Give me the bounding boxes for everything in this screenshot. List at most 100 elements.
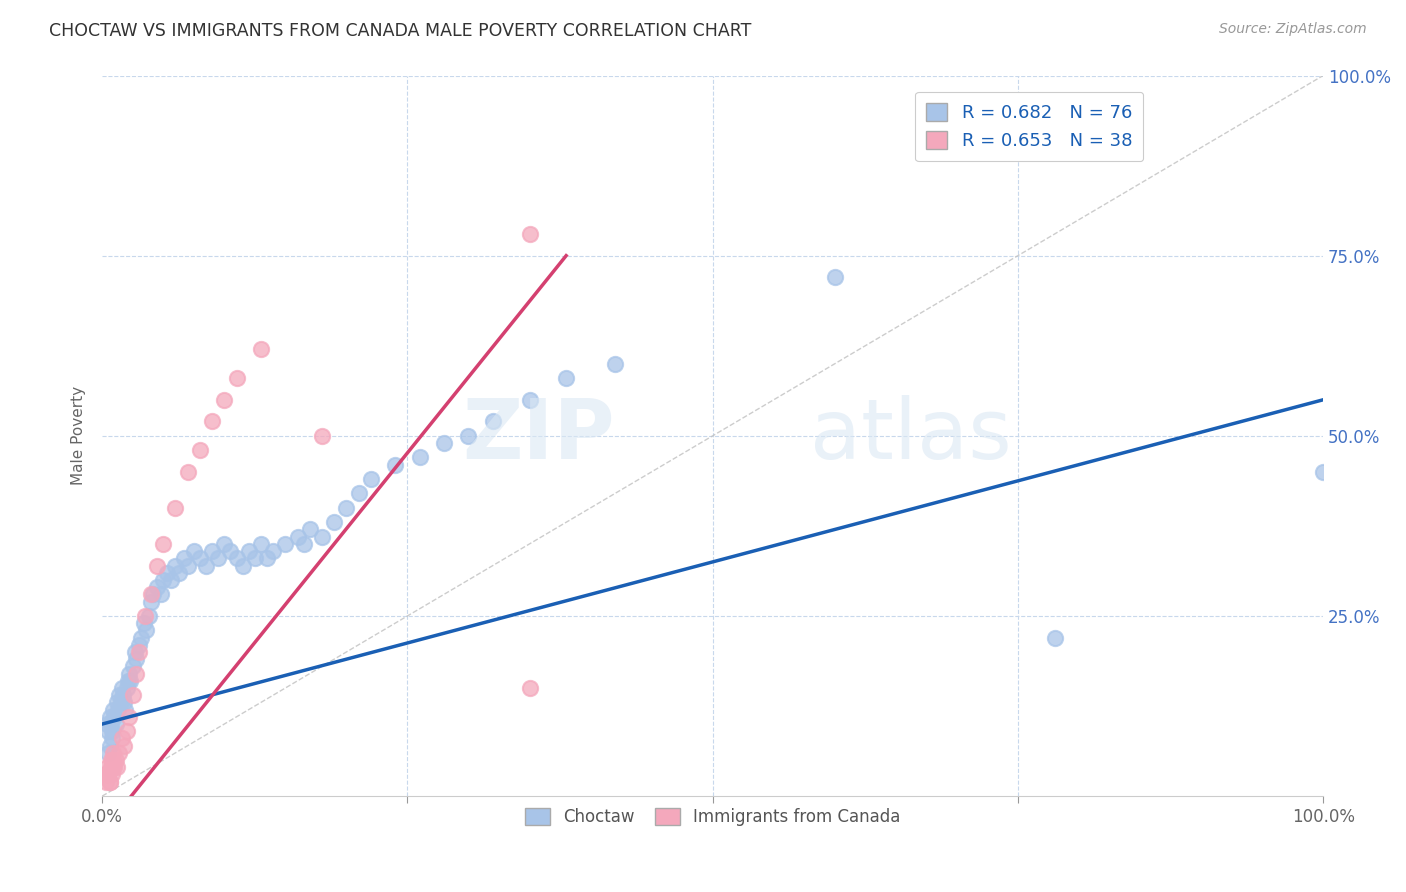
Point bbox=[107, 703, 129, 717]
Point bbox=[214, 537, 236, 551]
Point bbox=[156, 566, 179, 580]
Point bbox=[555, 371, 578, 385]
Point bbox=[108, 688, 131, 702]
Point bbox=[1312, 465, 1334, 479]
Point bbox=[97, 724, 120, 739]
Point bbox=[100, 753, 122, 767]
Point bbox=[167, 566, 190, 580]
Point bbox=[173, 551, 195, 566]
Point bbox=[105, 760, 128, 774]
Point bbox=[256, 551, 278, 566]
Point bbox=[287, 530, 309, 544]
Point bbox=[165, 558, 187, 573]
Point bbox=[347, 486, 370, 500]
Point bbox=[152, 537, 174, 551]
Point bbox=[101, 760, 124, 774]
Point bbox=[201, 414, 224, 428]
Point bbox=[103, 710, 125, 724]
Point bbox=[101, 767, 124, 781]
Point bbox=[112, 739, 135, 753]
Point bbox=[519, 392, 541, 407]
Point bbox=[101, 724, 124, 739]
Text: CHOCTAW VS IMMIGRANTS FROM CANADA MALE POVERTY CORRELATION CHART: CHOCTAW VS IMMIGRANTS FROM CANADA MALE P… bbox=[49, 22, 752, 40]
Point bbox=[118, 710, 141, 724]
Point bbox=[384, 458, 406, 472]
Point bbox=[111, 688, 134, 702]
Point bbox=[219, 544, 242, 558]
Text: ZIP: ZIP bbox=[463, 395, 614, 476]
Point bbox=[110, 695, 132, 709]
Point bbox=[128, 638, 150, 652]
Point bbox=[120, 673, 142, 688]
Point bbox=[232, 558, 254, 573]
Point bbox=[408, 450, 430, 465]
Point bbox=[124, 645, 146, 659]
Point bbox=[121, 659, 143, 673]
Point bbox=[457, 429, 479, 443]
Point bbox=[101, 731, 124, 746]
Point bbox=[323, 516, 346, 530]
Point bbox=[138, 609, 160, 624]
Point bbox=[98, 774, 121, 789]
Point bbox=[104, 753, 127, 767]
Point bbox=[176, 558, 198, 573]
Point bbox=[201, 544, 224, 558]
Point bbox=[519, 227, 541, 241]
Point bbox=[139, 594, 162, 608]
Point bbox=[100, 717, 122, 731]
Point bbox=[146, 580, 169, 594]
Point bbox=[238, 544, 260, 558]
Point bbox=[108, 746, 131, 760]
Point bbox=[360, 472, 382, 486]
Point bbox=[225, 551, 247, 566]
Point bbox=[125, 666, 148, 681]
Text: atlas: atlas bbox=[810, 395, 1012, 476]
Point bbox=[93, 767, 115, 781]
Point bbox=[134, 609, 156, 624]
Y-axis label: Male Poverty: Male Poverty bbox=[72, 386, 86, 485]
Point bbox=[183, 544, 205, 558]
Point bbox=[103, 760, 125, 774]
Point bbox=[243, 551, 266, 566]
Point bbox=[105, 695, 128, 709]
Point bbox=[165, 500, 187, 515]
Point bbox=[132, 616, 155, 631]
Point bbox=[112, 695, 135, 709]
Point bbox=[149, 587, 172, 601]
Point bbox=[117, 673, 139, 688]
Point bbox=[129, 631, 152, 645]
Point bbox=[98, 739, 121, 753]
Point bbox=[519, 681, 541, 695]
Point bbox=[311, 429, 333, 443]
Point bbox=[103, 746, 125, 760]
Point bbox=[97, 767, 120, 781]
Point bbox=[433, 436, 456, 450]
Point bbox=[250, 343, 273, 357]
Point bbox=[176, 465, 198, 479]
Point bbox=[335, 500, 357, 515]
Point bbox=[121, 688, 143, 702]
Point bbox=[96, 760, 118, 774]
Point bbox=[111, 731, 134, 746]
Point bbox=[311, 530, 333, 544]
Point bbox=[274, 537, 297, 551]
Point bbox=[482, 414, 505, 428]
Point bbox=[195, 558, 218, 573]
Point bbox=[250, 537, 273, 551]
Point bbox=[104, 717, 127, 731]
Point bbox=[139, 587, 162, 601]
Point bbox=[159, 573, 181, 587]
Point bbox=[188, 443, 211, 458]
Point bbox=[114, 703, 136, 717]
Point bbox=[103, 753, 125, 767]
Point bbox=[98, 774, 121, 789]
Point bbox=[111, 681, 134, 695]
Point bbox=[225, 371, 247, 385]
Point bbox=[94, 774, 117, 789]
Point bbox=[292, 537, 315, 551]
Point bbox=[98, 710, 121, 724]
Point bbox=[188, 551, 211, 566]
Point bbox=[115, 681, 138, 695]
Point bbox=[824, 270, 846, 285]
Point bbox=[152, 573, 174, 587]
